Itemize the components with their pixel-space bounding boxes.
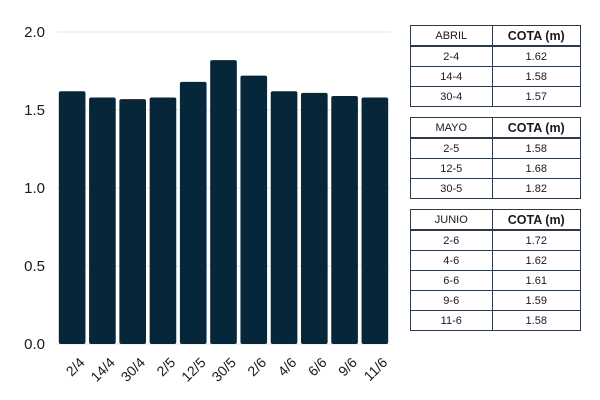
value-cell: 1.58 bbox=[491, 66, 582, 87]
y-axis-ticks: 0.0 0.5 1.0 1.5 2.0 bbox=[24, 24, 45, 353]
bar bbox=[149, 97, 177, 345]
y-tick-label: 1.0 bbox=[24, 180, 45, 197]
table-junio: JUNIO COTA (m) 2-6 1.72 4-6 1.62 6-6 1.6… bbox=[410, 209, 582, 331]
table-abril: ABRIL COTA (m) 2-4 1.62 14-4 1.58 30-4 1… bbox=[410, 25, 582, 107]
bar bbox=[300, 92, 328, 344]
date-cell: 6-6 bbox=[410, 270, 493, 291]
table-row: 12-5 1.68 bbox=[410, 158, 582, 179]
month-header: JUNIO bbox=[410, 209, 493, 231]
x-tick-label: 30/4 bbox=[118, 354, 149, 385]
date-cell: 4-6 bbox=[410, 250, 493, 271]
table-row: 2-5 1.58 bbox=[410, 137, 582, 159]
date-cell: 9-6 bbox=[410, 290, 493, 311]
cota-tables: ABRIL COTA (m) 2-4 1.62 14-4 1.58 30-4 1… bbox=[410, 25, 582, 341]
date-cell: 11-6 bbox=[410, 310, 493, 331]
value-cell: 1.57 bbox=[491, 86, 582, 107]
table-mayo: MAYO COTA (m) 2-5 1.58 12-5 1.68 30-5 1.… bbox=[410, 117, 582, 199]
date-cell: 2-6 bbox=[410, 229, 493, 251]
date-cell: 12-5 bbox=[410, 158, 493, 179]
value-cell: 1.62 bbox=[491, 250, 582, 271]
date-cell: 2-5 bbox=[410, 137, 493, 159]
date-cell: 30-4 bbox=[410, 86, 493, 107]
table-header-row: ABRIL COTA (m) bbox=[410, 25, 582, 47]
table-row: 9-6 1.59 bbox=[410, 290, 582, 311]
value-cell: 1.58 bbox=[491, 137, 582, 159]
date-cell: 2-4 bbox=[410, 45, 493, 67]
bar bbox=[89, 97, 116, 345]
column-header: COTA (m) bbox=[491, 25, 582, 47]
bar bbox=[240, 75, 268, 345]
month-header: ABRIL bbox=[410, 25, 493, 47]
x-axis-ticks: 2/4 14/4 30/4 2/5 12/5 30/5 2/6 4/6 6/6 9/6 11/6 bbox=[63, 354, 391, 385]
bar bbox=[179, 81, 207, 345]
table-row: 30-5 1.82 bbox=[410, 178, 582, 199]
x-tick-label: 12/5 bbox=[178, 354, 209, 385]
bars-layer bbox=[58, 60, 389, 345]
bar bbox=[119, 99, 147, 344]
x-tick-label: 2/4 bbox=[63, 354, 88, 379]
bar bbox=[210, 60, 237, 345]
bar bbox=[58, 91, 86, 344]
table-row: 30-4 1.57 bbox=[410, 86, 582, 107]
x-tick-label: 4/6 bbox=[274, 354, 299, 379]
value-cell: 1.72 bbox=[491, 229, 582, 251]
x-tick-label: 2/6 bbox=[244, 354, 269, 379]
bar bbox=[270, 91, 298, 344]
table-row: 11-6 1.58 bbox=[410, 310, 582, 331]
date-cell: 14-4 bbox=[410, 66, 493, 87]
y-tick-label: 0.5 bbox=[24, 258, 45, 275]
bar bbox=[331, 95, 358, 345]
bar-chart: 0.0 0.5 1.0 1.5 2.0 2/4 14/4 30/4 2/5 12/5 30/5 2/… bbox=[24, 24, 391, 385]
month-header: MAYO bbox=[410, 117, 493, 139]
value-cell: 1.68 bbox=[491, 158, 582, 179]
x-tick-label: 6/6 bbox=[305, 354, 330, 379]
value-cell: 1.61 bbox=[491, 270, 582, 291]
value-cell: 1.82 bbox=[491, 178, 582, 199]
table-row: 2-4 1.62 bbox=[410, 45, 582, 67]
x-tick-label: 11/6 bbox=[360, 354, 390, 384]
value-cell: 1.58 bbox=[491, 310, 582, 331]
table-row: 2-6 1.72 bbox=[410, 229, 582, 251]
y-tick-label: 1.5 bbox=[24, 102, 45, 119]
table-row: 4-6 1.62 bbox=[410, 250, 582, 271]
table-header-row: JUNIO COTA (m) bbox=[410, 209, 582, 231]
value-cell: 1.59 bbox=[491, 290, 582, 311]
bar bbox=[361, 97, 389, 345]
table-row: 6-6 1.61 bbox=[410, 270, 582, 291]
x-tick-label: 30/5 bbox=[208, 354, 239, 385]
date-cell: 30-5 bbox=[410, 178, 493, 199]
y-tick-label: 2.0 bbox=[24, 24, 45, 41]
table-header-row: MAYO COTA (m) bbox=[410, 117, 582, 139]
column-header: COTA (m) bbox=[491, 117, 582, 139]
x-tick-label: 14/4 bbox=[87, 354, 118, 385]
column-header: COTA (m) bbox=[491, 209, 582, 231]
value-cell: 1.62 bbox=[491, 45, 582, 67]
y-tick-label: 0.0 bbox=[24, 336, 45, 353]
x-tick-label: 9/6 bbox=[335, 354, 360, 379]
table-row: 14-4 1.58 bbox=[410, 66, 582, 87]
x-tick-label: 2/5 bbox=[153, 354, 178, 379]
